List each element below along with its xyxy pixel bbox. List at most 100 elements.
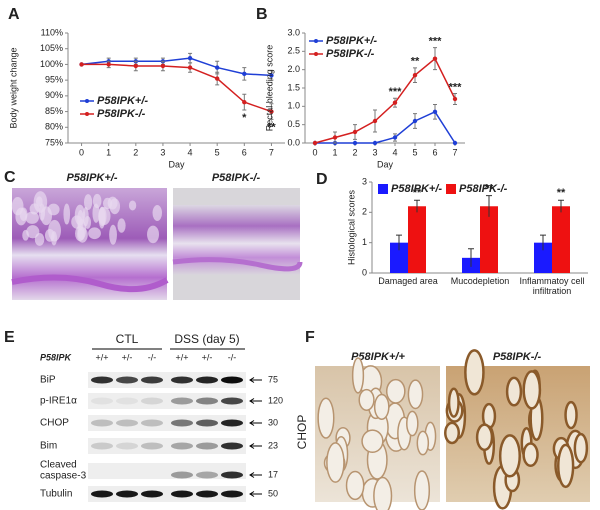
gland bbox=[358, 388, 375, 411]
band bbox=[91, 376, 113, 384]
gland bbox=[317, 397, 335, 439]
point bbox=[269, 109, 274, 114]
gland bbox=[326, 442, 345, 483]
bar bbox=[408, 206, 426, 273]
arrow bbox=[249, 491, 262, 497]
band bbox=[196, 376, 218, 384]
genotype-label: P58IPK bbox=[40, 352, 73, 362]
error-bar bbox=[468, 248, 474, 267]
x-tick-label: 2 bbox=[352, 147, 357, 157]
band bbox=[116, 376, 138, 384]
y-tick-label: 85% bbox=[45, 106, 63, 116]
crypt bbox=[83, 194, 93, 211]
point bbox=[372, 140, 378, 146]
error-bar bbox=[540, 234, 546, 251]
row-label: Tubulin bbox=[40, 489, 72, 500]
band bbox=[116, 490, 138, 498]
blot-strip bbox=[88, 463, 246, 479]
annotation: * bbox=[242, 112, 247, 124]
crypt bbox=[117, 218, 126, 233]
point bbox=[412, 118, 418, 124]
gland bbox=[361, 429, 384, 453]
x-tick-label: 7 bbox=[269, 147, 274, 157]
crypt bbox=[29, 203, 40, 215]
point bbox=[412, 72, 418, 78]
band bbox=[91, 442, 113, 450]
band bbox=[141, 397, 163, 405]
y-tick-label: 75% bbox=[45, 137, 63, 147]
annotation: ** bbox=[557, 187, 566, 199]
y-tick-label: 2.0 bbox=[287, 64, 300, 74]
panel-label: E bbox=[4, 329, 15, 346]
point bbox=[432, 56, 438, 61]
annotation: ** bbox=[413, 187, 422, 199]
x-tick-label: 7 bbox=[452, 147, 457, 157]
band bbox=[196, 397, 218, 405]
gland bbox=[505, 376, 523, 407]
error-bar bbox=[558, 199, 564, 213]
band bbox=[221, 419, 243, 427]
x-tick-label-box: Mucodepletion bbox=[451, 276, 510, 286]
image-label: P58IPK-/- bbox=[212, 172, 261, 184]
y-axis-label: Rectal bleeding score bbox=[264, 45, 274, 132]
band bbox=[116, 397, 138, 405]
x-tick-label: 5 bbox=[215, 147, 220, 157]
band bbox=[141, 376, 163, 384]
row-label: Bim bbox=[40, 441, 57, 452]
point bbox=[160, 63, 166, 69]
crypt bbox=[63, 203, 71, 225]
row-label: BiP bbox=[40, 375, 56, 386]
gland bbox=[564, 400, 578, 430]
crypt bbox=[98, 206, 106, 229]
annotation: *** bbox=[449, 81, 463, 93]
band bbox=[221, 376, 243, 384]
legend-label: P58IPK-/- bbox=[326, 48, 375, 60]
genotype: +/+ bbox=[175, 352, 188, 362]
group-label: CTL bbox=[116, 332, 139, 346]
x-axis-label: Day bbox=[377, 159, 394, 169]
muscle bbox=[11, 274, 169, 293]
muscle bbox=[172, 257, 303, 272]
band bbox=[171, 490, 193, 498]
legend-marker bbox=[85, 112, 89, 116]
gland bbox=[407, 379, 424, 410]
genotype: -/- bbox=[148, 352, 157, 362]
crypt bbox=[38, 203, 46, 221]
y-tick-label: 0.0 bbox=[287, 137, 300, 147]
y-tick-label: 0.5 bbox=[287, 119, 300, 129]
point bbox=[392, 100, 398, 105]
gland bbox=[498, 434, 521, 478]
y-tick-label: 3.0 bbox=[287, 27, 300, 37]
band bbox=[91, 397, 113, 405]
genotype: +/- bbox=[202, 352, 213, 362]
panel-label: D bbox=[316, 171, 328, 188]
gland bbox=[385, 378, 406, 404]
point bbox=[372, 118, 378, 124]
band bbox=[221, 442, 243, 450]
y-tick-label: 110% bbox=[41, 27, 63, 37]
band bbox=[116, 442, 138, 450]
blot-strip bbox=[88, 372, 246, 388]
crypt bbox=[147, 225, 160, 244]
gland bbox=[406, 410, 419, 437]
x-tick-label: 5 bbox=[412, 147, 417, 157]
band bbox=[141, 419, 163, 427]
x-tick-label: 2 bbox=[133, 147, 138, 157]
marker-size: 50 bbox=[268, 488, 278, 498]
arrow bbox=[249, 377, 262, 383]
band bbox=[171, 419, 193, 427]
marker-size: 120 bbox=[268, 395, 283, 405]
chart: D Histological scores 0 1 2 3 Damaged area ** Mu… bbox=[316, 171, 588, 296]
gland bbox=[444, 421, 461, 445]
row-label: caspase-3 bbox=[40, 471, 87, 482]
gland bbox=[351, 357, 365, 394]
row-label: CHOP bbox=[40, 418, 69, 429]
arrow bbox=[249, 443, 262, 449]
bar bbox=[552, 206, 570, 273]
x-tick-label: 3 bbox=[160, 147, 165, 157]
image-label: P58IPK-/- bbox=[493, 351, 542, 363]
band bbox=[196, 419, 218, 427]
band bbox=[171, 397, 193, 405]
